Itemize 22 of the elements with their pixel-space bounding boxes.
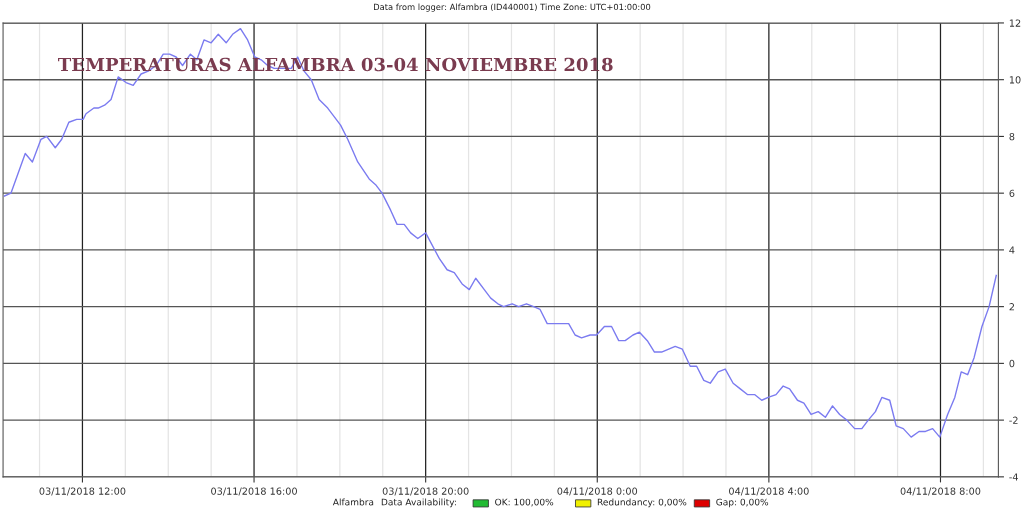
text: Alfambra [332,498,374,506]
y-tick-label: 4 [1009,246,1015,254]
y-tick-label: 2 [1009,303,1015,311]
x-tick-label: 03/11/2018 16:00 [211,487,297,496]
text: OK: 100,00% [495,498,554,507]
line-series [3,27,997,438]
x-tick-label: 03/11/2018 12:00 [39,487,126,496]
y-tick-label: 8 [1009,132,1015,141]
x-tick-label: 04/11/2018 0:00 [557,487,638,496]
y-tick-label: 0 [1009,359,1015,368]
x-tick-label: 04/11/2018 4:00 [729,487,809,496]
x-tick-label: 03/11/2018 20:00 [382,487,469,496]
y-tick-label: 12 [1009,19,1021,27]
y-tick-label: 6 [1009,189,1015,197]
y-tick-label: -2 [1009,416,1018,424]
text: Redundancy: 0,00% [597,498,687,508]
y-tick-label: 10 [1009,76,1021,84]
text: Data Availability: [381,498,456,508]
x-tick-label: 04/11/2018 8:00 [900,487,981,496]
y-tick-label: -4 [1009,473,1018,481]
chart-title: Data from logger: Alfambra (ID440001) Time Zone: UTC+01:00:00 [374,3,651,12]
text: Gap: 0,00% [716,498,769,508]
